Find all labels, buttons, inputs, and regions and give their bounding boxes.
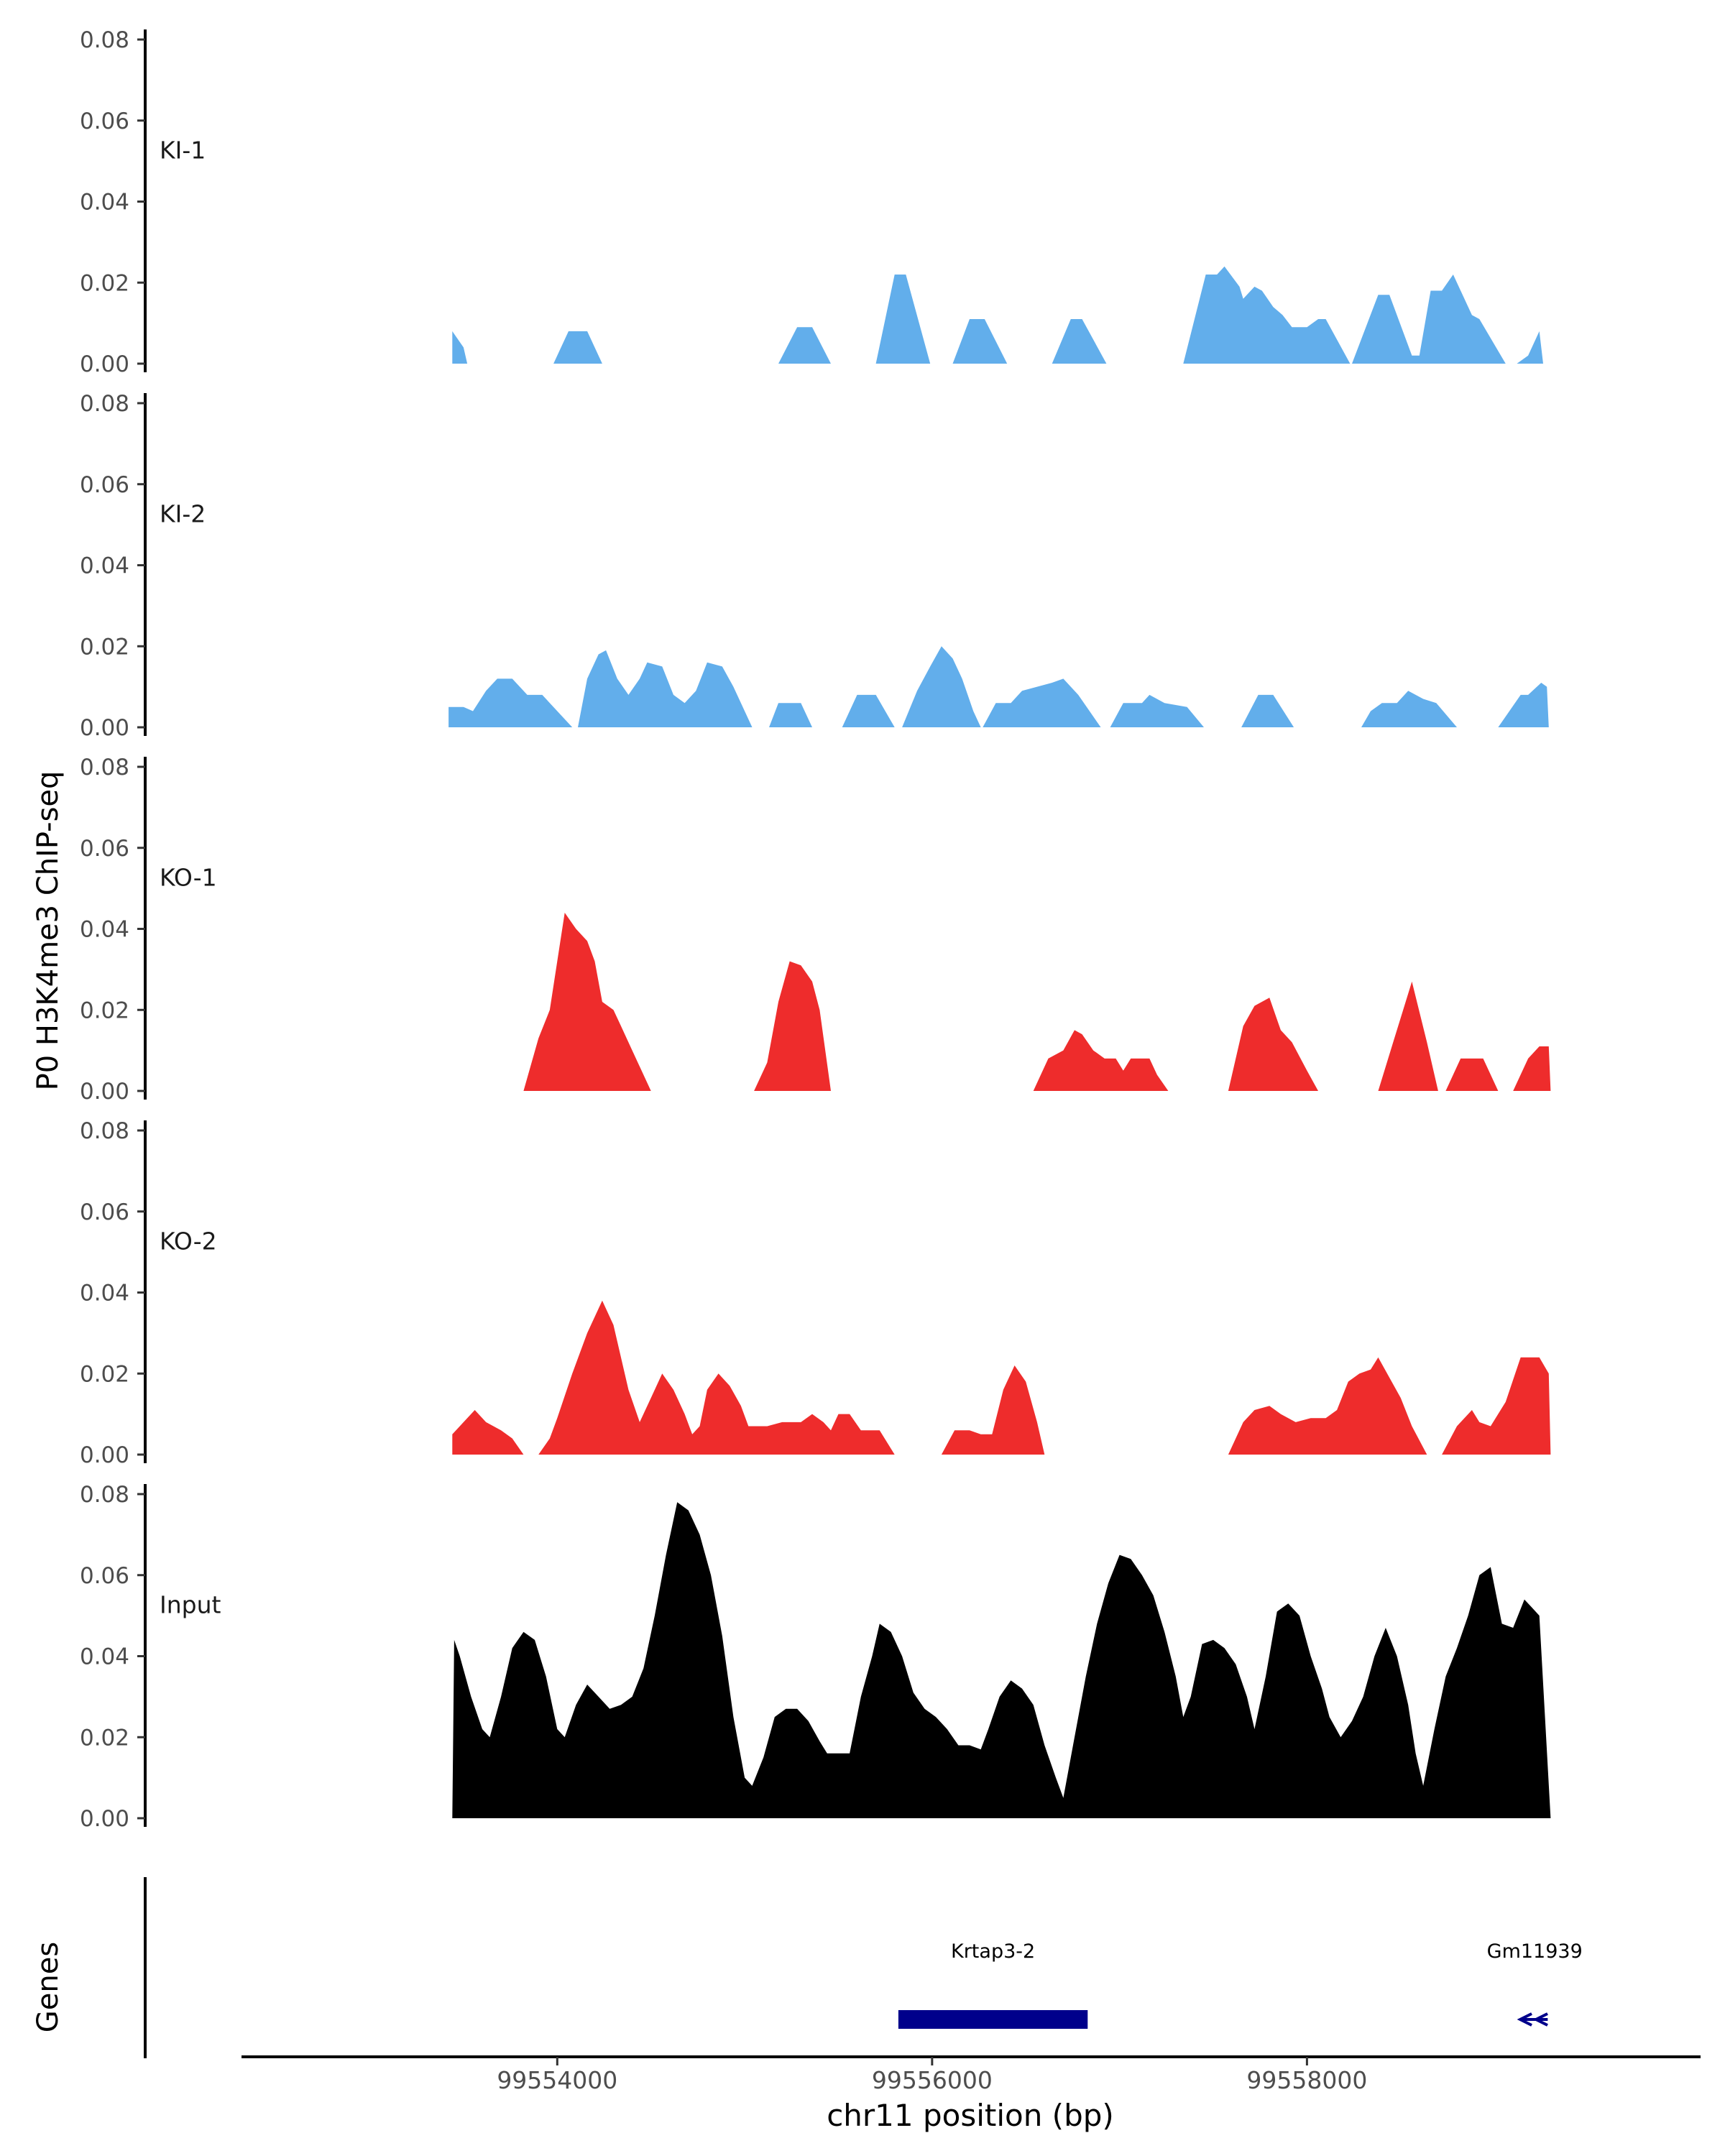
gene-label: Gm11939 <box>1487 1940 1583 1963</box>
y-tick-label: 0.08 <box>80 1118 129 1144</box>
y-tick-label: 0.06 <box>80 836 129 862</box>
strand-arrow <box>1517 2012 1532 2027</box>
signal-area <box>523 913 1551 1091</box>
tracks-layer: 0.00 0.02 0.04 0.06 0.08 KI-1 0.00 0.02 0.04 0.06… <box>80 27 1551 1832</box>
y-tick-label: 0.00 <box>80 1806 129 1832</box>
gene-krtap3-2: Krtap3-2 <box>898 1940 1088 2029</box>
y-tick-label: 0.02 <box>80 1725 129 1751</box>
genes-axis-title: Genes <box>32 1942 65 2032</box>
track-label: KO-2 <box>160 1227 217 1256</box>
y-tick-label: 0.06 <box>80 1563 129 1589</box>
y-tick-label: 0.00 <box>80 1079 129 1105</box>
track-ki-1: 0.00 0.02 0.04 0.06 0.08 KI-1 <box>80 27 1543 377</box>
y-tick-label: 0.06 <box>80 109 129 134</box>
y-tick-label: 0.06 <box>80 1199 129 1225</box>
x-tick-label: 99558000 <box>1246 2066 1367 2094</box>
track-ko-2: 0.00 0.02 0.04 0.06 0.08 KO-2 <box>80 1118 1551 1468</box>
track-input: 0.00 0.02 0.04 0.06 0.08 Input <box>80 1482 1551 1832</box>
y-tick-label: 0.00 <box>80 715 129 741</box>
y-tick-label: 0.02 <box>80 1361 129 1387</box>
signal-area <box>452 1300 1551 1455</box>
x-tick-label: 99554000 <box>497 2066 617 2094</box>
track-label: KI-2 <box>160 500 206 528</box>
x-axis-title: chr11 position (bp) <box>827 2098 1114 2133</box>
y-tick-label: 0.06 <box>80 472 129 498</box>
y-tick-label: 0.08 <box>80 27 129 53</box>
y-tick-label: 0.02 <box>80 998 129 1023</box>
gene-body <box>898 2010 1088 2029</box>
y-tick-label: 0.04 <box>80 1644 129 1670</box>
track-label: Input <box>160 1591 221 1619</box>
track-ki-2: 0.00 0.02 0.04 0.06 0.08 KI-2 <box>80 391 1549 741</box>
y-tick-label: 0.08 <box>80 755 129 780</box>
x-axis: 99554000 99556000 99558000 <box>242 2055 1701 2094</box>
y-tick-label: 0.04 <box>80 1281 129 1307</box>
y-axis-title: P0 H3K4me3 ChIP-seq <box>32 771 65 1091</box>
x-tick-label: 99556000 <box>872 2066 993 2094</box>
strand-arrow <box>1532 2012 1548 2027</box>
track-ko-1: 0.00 0.02 0.04 0.06 0.08 KO-1 <box>80 755 1551 1105</box>
gene-label: Krtap3-2 <box>951 1940 1035 1963</box>
y-tick-label: 0.04 <box>80 553 129 579</box>
track-label: KO-1 <box>160 864 217 892</box>
y-tick-label: 0.04 <box>80 190 129 216</box>
signal-area <box>448 646 1549 727</box>
track-label: KI-1 <box>160 137 206 165</box>
genes-layer: Krtap3-2 Gm11939 <box>144 1877 1583 2058</box>
y-tick-label: 0.04 <box>80 917 129 943</box>
y-tick-label: 0.00 <box>80 1442 129 1468</box>
y-tick-label: 0.08 <box>80 391 129 417</box>
gene-gm11939: Gm11939 <box>1487 1940 1583 2027</box>
signal-area <box>452 1502 1551 1818</box>
y-tick-label: 0.02 <box>80 270 129 296</box>
y-tick-label: 0.00 <box>80 351 129 377</box>
y-tick-label: 0.08 <box>80 1482 129 1508</box>
y-tick-label: 0.02 <box>80 634 129 660</box>
signal-area <box>452 266 1543 364</box>
